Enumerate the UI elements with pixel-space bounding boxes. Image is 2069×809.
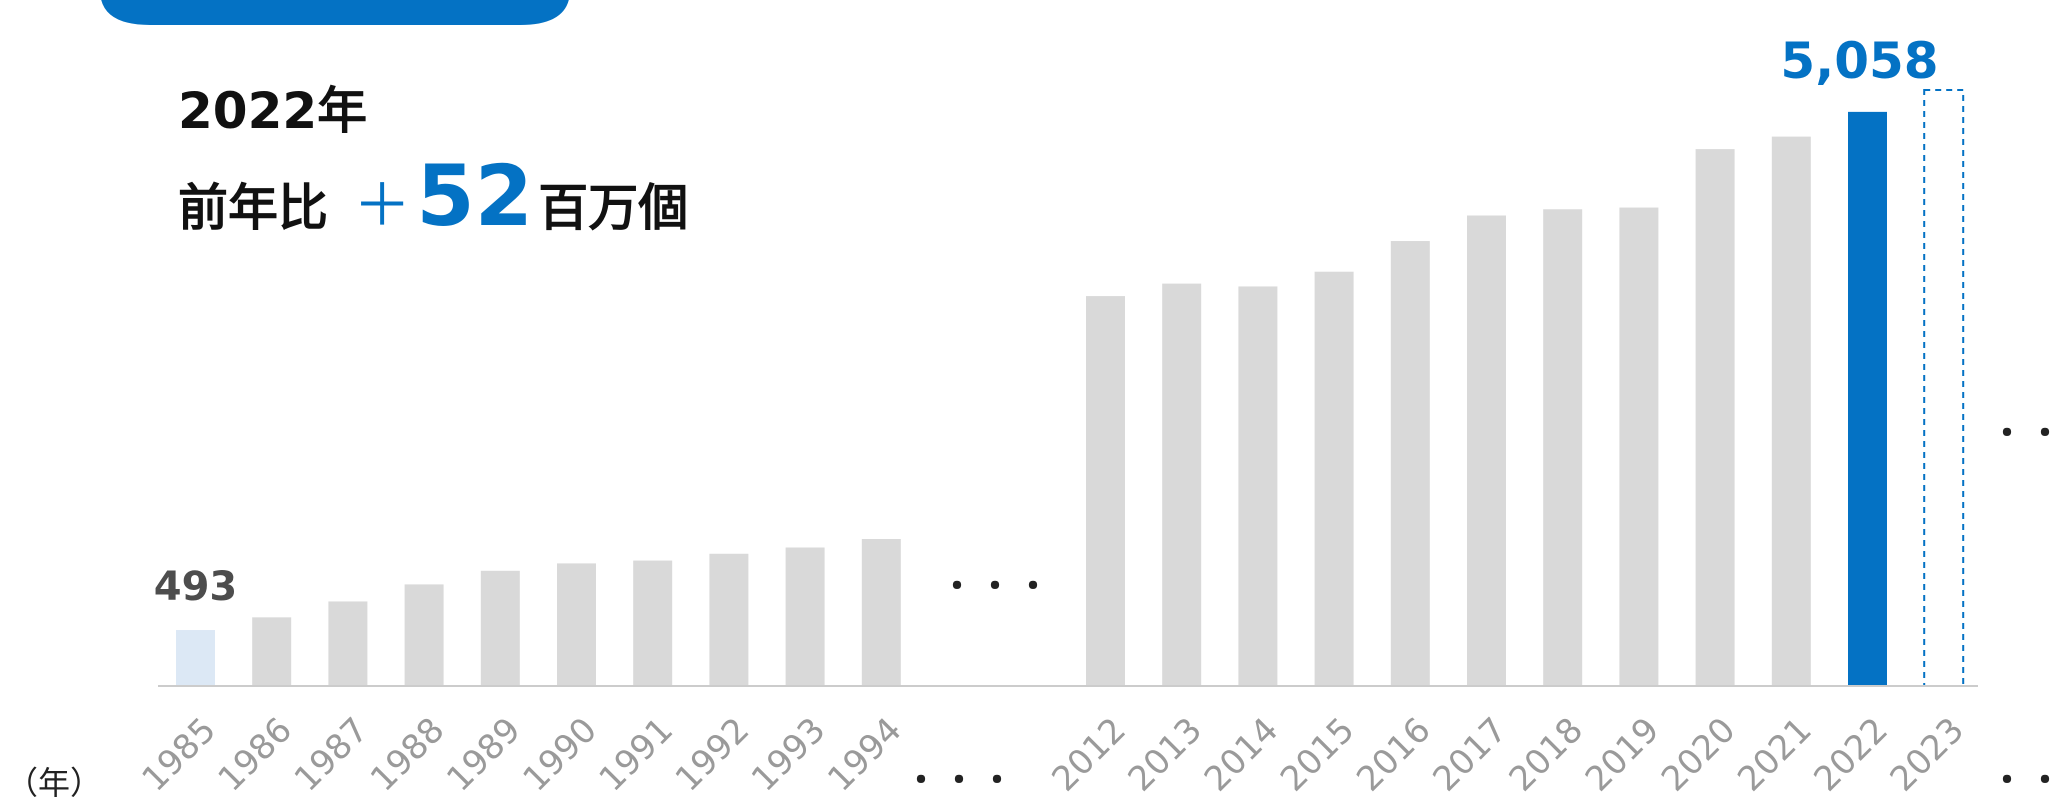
bar-1990: [557, 563, 596, 686]
x-axis-unit: （年）: [6, 764, 102, 802]
bar-2023-forecast: [1923, 89, 1965, 687]
tick-label-2021: 2021: [1730, 710, 1819, 799]
headline-label: 前年比: [178, 179, 328, 237]
bar-1994: [861, 539, 901, 686]
data-label-2022: 5,058: [1780, 32, 1938, 90]
headline-plus: ＋: [353, 171, 411, 239]
tick-label-2017: 2017: [1425, 710, 1514, 799]
headline-value: 52: [416, 147, 533, 245]
tick-label-2015: 2015: [1273, 710, 1362, 799]
tick-label-1992: 1992: [668, 710, 757, 799]
bar-1986: [252, 617, 292, 686]
gap-dots-right-axis: ・・・: [1990, 761, 2069, 801]
bar-1988: [404, 584, 444, 686]
bar-1985: [176, 630, 215, 686]
bar-2013: [1162, 283, 1202, 686]
bar-2019: [1619, 207, 1659, 687]
gap-dots-plot: ・・・: [940, 567, 1054, 607]
tick-label-2022: 2022: [1806, 710, 1895, 799]
tick-label-1989: 1989: [439, 710, 528, 799]
tick-label-1994: 1994: [820, 710, 909, 799]
tick-label-2019: 2019: [1578, 710, 1667, 799]
tick-label-2018: 2018: [1502, 710, 1591, 799]
bar-1993: [785, 547, 825, 686]
bar-1987: [328, 601, 368, 686]
bar-2022: [1848, 111, 1887, 686]
bar-2021: [1771, 136, 1811, 687]
tick-label-1985: 1985: [134, 710, 223, 799]
tick-label-2023: 2023: [1883, 710, 1972, 799]
tick-label-2013: 2013: [1121, 710, 1210, 799]
tick-label-1986: 1986: [211, 710, 300, 799]
bar-2020: [1695, 149, 1735, 687]
bar-2016: [1390, 241, 1430, 686]
headline-line: 前年比 ＋ 52 百万個: [178, 147, 688, 245]
bar-2015: [1314, 271, 1354, 686]
headline-unit: 百万個: [538, 179, 688, 237]
bar-2017: [1467, 215, 1506, 686]
tick-label-1993: 1993: [744, 710, 833, 799]
tick-label-1990: 1990: [515, 710, 604, 799]
tick-label-2016: 2016: [1349, 710, 1438, 799]
tick-label-1991: 1991: [592, 710, 681, 799]
data-label-1985: 493: [154, 564, 238, 610]
tick-label-2012: 2012: [1044, 710, 1133, 799]
bar-1989: [480, 570, 520, 686]
header-tab-shape: [100, 0, 570, 25]
tick-label-2020: 2020: [1654, 710, 1743, 799]
gap-dots-axis: ・・・: [904, 761, 1018, 801]
bar-2014: [1238, 286, 1278, 686]
tick-label-1988: 1988: [363, 710, 452, 799]
tick-label-2014: 2014: [1197, 710, 1286, 799]
bar-2018: [1543, 209, 1583, 686]
bar-1991: [633, 560, 673, 686]
gap-dots-right: ・・・: [1990, 414, 2069, 454]
headline-year: 2022年: [178, 82, 367, 140]
bar-2012: [1086, 296, 1125, 686]
tick-label-1987: 1987: [287, 710, 376, 799]
bars-layer: [176, 89, 1965, 687]
bar-1992: [709, 553, 749, 686]
